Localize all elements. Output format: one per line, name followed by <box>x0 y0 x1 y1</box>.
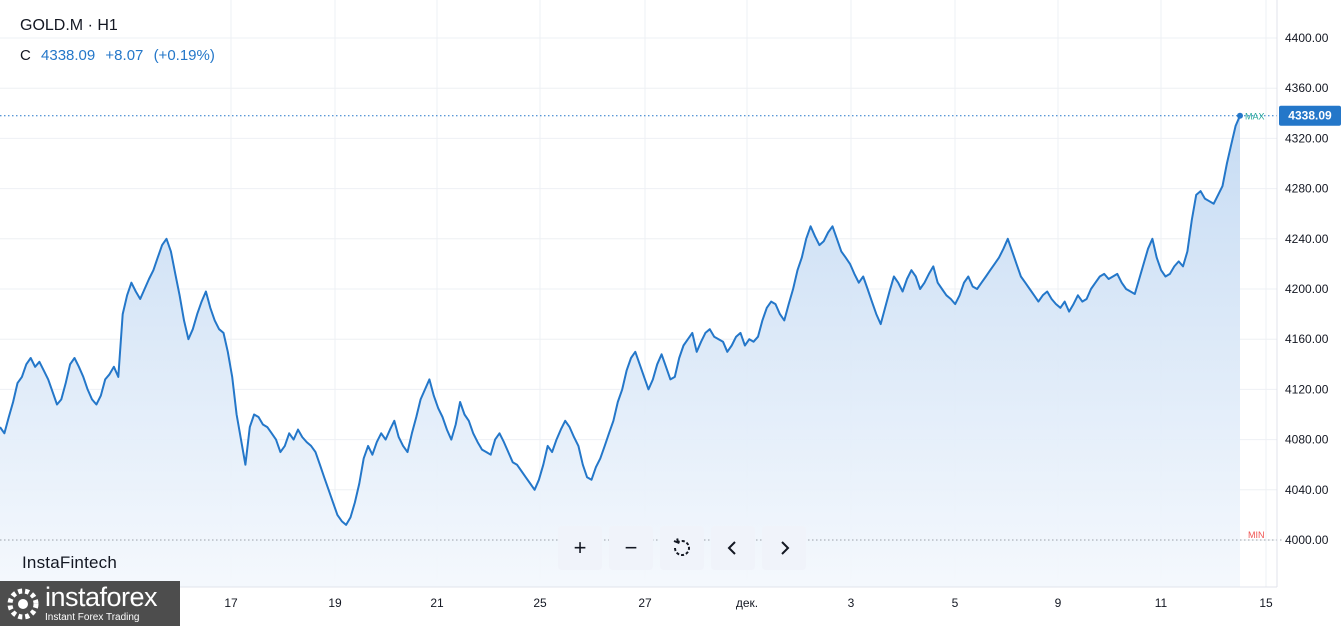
x-tick-label: 15 <box>1259 596 1273 610</box>
price-tag-label: 4338.09 <box>1288 109 1332 123</box>
y-tick-label: 4120.00 <box>1285 382 1329 396</box>
y-axis: 4000.00 4040.00 4080.00 4120.00 4160.00 4200.… <box>1276 0 1329 587</box>
x-tick-label: 5 <box>952 596 959 610</box>
y-tick-label: 4160.00 <box>1285 332 1329 346</box>
y-tick-label: 4240.00 <box>1285 232 1329 246</box>
x-axis: 17 19 21 25 27 дек. 3 5 9 11 15 <box>0 586 1277 610</box>
zoom-in-button[interactable]: + <box>558 526 602 570</box>
chart-toolbar: + − <box>558 526 813 570</box>
close-label: C <box>20 47 31 64</box>
x-tick-label: 9 <box>1055 596 1062 610</box>
y-tick-label: 4200.00 <box>1285 282 1329 296</box>
reset-button[interactable] <box>660 526 704 570</box>
symbol-title: GOLD.M · H1 <box>20 17 118 34</box>
watermark: InstaFintech <box>22 553 118 572</box>
chevron-left-icon <box>727 541 736 555</box>
y-tick-label: 4400.00 <box>1285 31 1329 45</box>
y-tick-label: 4040.00 <box>1285 483 1329 497</box>
y-tick-label: 4000.00 <box>1285 533 1329 547</box>
y-tick-label: 4080.00 <box>1285 433 1329 447</box>
logo-tagline: Instant Forex Trading <box>45 612 140 623</box>
series-line <box>0 115 1241 526</box>
price-tag-bg <box>1279 105 1341 126</box>
instaforex-logo-icon <box>7 588 39 619</box>
x-tick-label: 27 <box>638 596 652 610</box>
min-label: MIN <box>1248 530 1265 540</box>
close-value: 4338.09 <box>41 47 96 64</box>
quote-line: C 4338.09 +8.07 (+0.19%) <box>20 47 221 64</box>
change-value: +8.07 <box>105 47 144 64</box>
y-tick-label: 4360.00 <box>1285 81 1329 95</box>
change-percent: (+0.19%) <box>153 47 215 64</box>
logo-name: instaforex <box>45 582 158 612</box>
x-tick-label: 3 <box>848 596 855 610</box>
y-tick-label: 4280.00 <box>1285 182 1329 196</box>
scroll-forward-button[interactable] <box>762 526 806 570</box>
area-series <box>0 112 1243 587</box>
y-tick-label: 4320.00 <box>1285 131 1329 145</box>
reset-icon <box>673 538 690 557</box>
chevron-right-icon <box>781 541 790 555</box>
scroll-back-button[interactable] <box>711 526 755 570</box>
x-tick-label: 17 <box>224 596 238 610</box>
x-tick-label: 25 <box>533 596 547 610</box>
x-tick-label: 21 <box>430 596 444 610</box>
zoom-out-button[interactable]: − <box>609 526 653 570</box>
x-tick-label: дек. <box>736 596 758 610</box>
last-price-tag: 4338.09 <box>1279 105 1341 126</box>
instaforex-logo: instaforex Instant Forex Trading <box>0 581 180 626</box>
area-fill <box>0 115 1240 587</box>
x-tick-label: 11 <box>1155 596 1168 610</box>
max-label: MAX <box>1245 112 1265 122</box>
x-tick-label: 19 <box>328 596 342 610</box>
